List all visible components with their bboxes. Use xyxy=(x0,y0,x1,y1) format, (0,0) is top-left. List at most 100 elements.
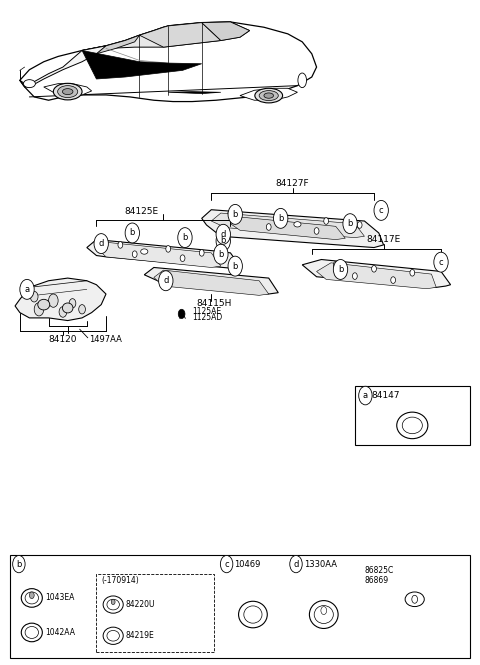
Text: b: b xyxy=(338,265,343,274)
Circle shape xyxy=(391,277,396,283)
Ellipse shape xyxy=(24,80,36,88)
Polygon shape xyxy=(82,35,140,54)
Circle shape xyxy=(216,224,230,244)
Ellipse shape xyxy=(314,606,333,624)
Circle shape xyxy=(290,555,302,573)
Text: 1042AA: 1042AA xyxy=(45,628,75,637)
Text: 10469: 10469 xyxy=(234,560,261,569)
Circle shape xyxy=(12,555,25,573)
Ellipse shape xyxy=(397,412,428,439)
Ellipse shape xyxy=(107,599,120,610)
Text: c: c xyxy=(224,560,229,569)
Text: a: a xyxy=(24,285,30,294)
Ellipse shape xyxy=(264,93,274,98)
Text: 84117E: 84117E xyxy=(366,235,401,244)
Ellipse shape xyxy=(244,606,262,623)
Text: 1043EA: 1043EA xyxy=(45,593,74,602)
Text: d: d xyxy=(221,230,226,239)
Polygon shape xyxy=(202,209,384,247)
Text: 84115H: 84115H xyxy=(196,299,231,309)
Text: d: d xyxy=(98,239,104,248)
Circle shape xyxy=(357,221,362,228)
Circle shape xyxy=(125,223,140,243)
Circle shape xyxy=(59,307,67,317)
Circle shape xyxy=(359,386,372,405)
Text: b: b xyxy=(218,249,224,259)
Circle shape xyxy=(94,233,108,253)
Circle shape xyxy=(343,213,357,233)
Circle shape xyxy=(228,204,242,224)
Circle shape xyxy=(30,291,38,302)
Ellipse shape xyxy=(107,630,120,641)
Ellipse shape xyxy=(103,627,123,644)
Text: b: b xyxy=(221,237,226,245)
Circle shape xyxy=(166,245,170,252)
Ellipse shape xyxy=(239,601,267,628)
Text: 1497AA: 1497AA xyxy=(89,334,122,344)
Ellipse shape xyxy=(58,86,78,98)
Circle shape xyxy=(220,555,233,573)
Text: 84120: 84120 xyxy=(48,334,77,344)
Ellipse shape xyxy=(25,626,38,638)
Polygon shape xyxy=(168,92,221,94)
Circle shape xyxy=(34,303,44,316)
Circle shape xyxy=(228,256,242,276)
Text: d: d xyxy=(163,276,168,285)
Circle shape xyxy=(274,208,288,228)
Circle shape xyxy=(372,265,376,272)
Circle shape xyxy=(48,294,58,307)
Text: 84219E: 84219E xyxy=(126,631,155,640)
Circle shape xyxy=(216,231,230,251)
Ellipse shape xyxy=(310,600,338,628)
Polygon shape xyxy=(317,263,436,289)
Polygon shape xyxy=(82,22,250,51)
Ellipse shape xyxy=(141,249,148,254)
Circle shape xyxy=(352,273,357,279)
Text: 84125E: 84125E xyxy=(125,207,159,215)
Polygon shape xyxy=(154,270,269,295)
Polygon shape xyxy=(144,267,278,294)
Ellipse shape xyxy=(38,299,50,310)
Circle shape xyxy=(276,213,281,220)
Ellipse shape xyxy=(62,303,73,313)
Ellipse shape xyxy=(62,88,73,94)
Polygon shape xyxy=(140,23,221,47)
Text: 1125AD: 1125AD xyxy=(192,313,222,323)
Circle shape xyxy=(20,279,34,299)
Circle shape xyxy=(333,259,348,279)
Circle shape xyxy=(321,606,326,614)
Polygon shape xyxy=(230,217,345,239)
Text: 84147: 84147 xyxy=(372,391,400,400)
Text: d: d xyxy=(293,560,299,569)
Bar xyxy=(355,386,470,446)
Text: 86869: 86869 xyxy=(364,575,389,585)
Text: 84127F: 84127F xyxy=(276,180,310,188)
Ellipse shape xyxy=(259,90,278,100)
Polygon shape xyxy=(96,242,221,267)
Text: b: b xyxy=(278,214,283,223)
Ellipse shape xyxy=(402,417,422,434)
Ellipse shape xyxy=(298,73,307,88)
Ellipse shape xyxy=(294,221,301,227)
Circle shape xyxy=(199,249,204,256)
Text: b: b xyxy=(232,261,238,271)
Circle shape xyxy=(158,271,173,291)
Text: 1125AE: 1125AE xyxy=(192,307,221,316)
Circle shape xyxy=(228,209,233,216)
Polygon shape xyxy=(240,88,298,100)
Circle shape xyxy=(178,227,192,247)
Text: 86825C: 86825C xyxy=(364,565,394,575)
Ellipse shape xyxy=(103,596,123,613)
Ellipse shape xyxy=(405,592,424,606)
Polygon shape xyxy=(20,22,317,102)
Circle shape xyxy=(412,595,418,603)
Circle shape xyxy=(266,223,271,230)
Circle shape xyxy=(374,200,388,220)
Circle shape xyxy=(324,217,328,224)
Ellipse shape xyxy=(53,83,82,100)
Ellipse shape xyxy=(21,589,42,607)
Circle shape xyxy=(132,251,137,257)
Polygon shape xyxy=(211,213,364,237)
Polygon shape xyxy=(44,84,92,96)
Polygon shape xyxy=(202,22,250,41)
